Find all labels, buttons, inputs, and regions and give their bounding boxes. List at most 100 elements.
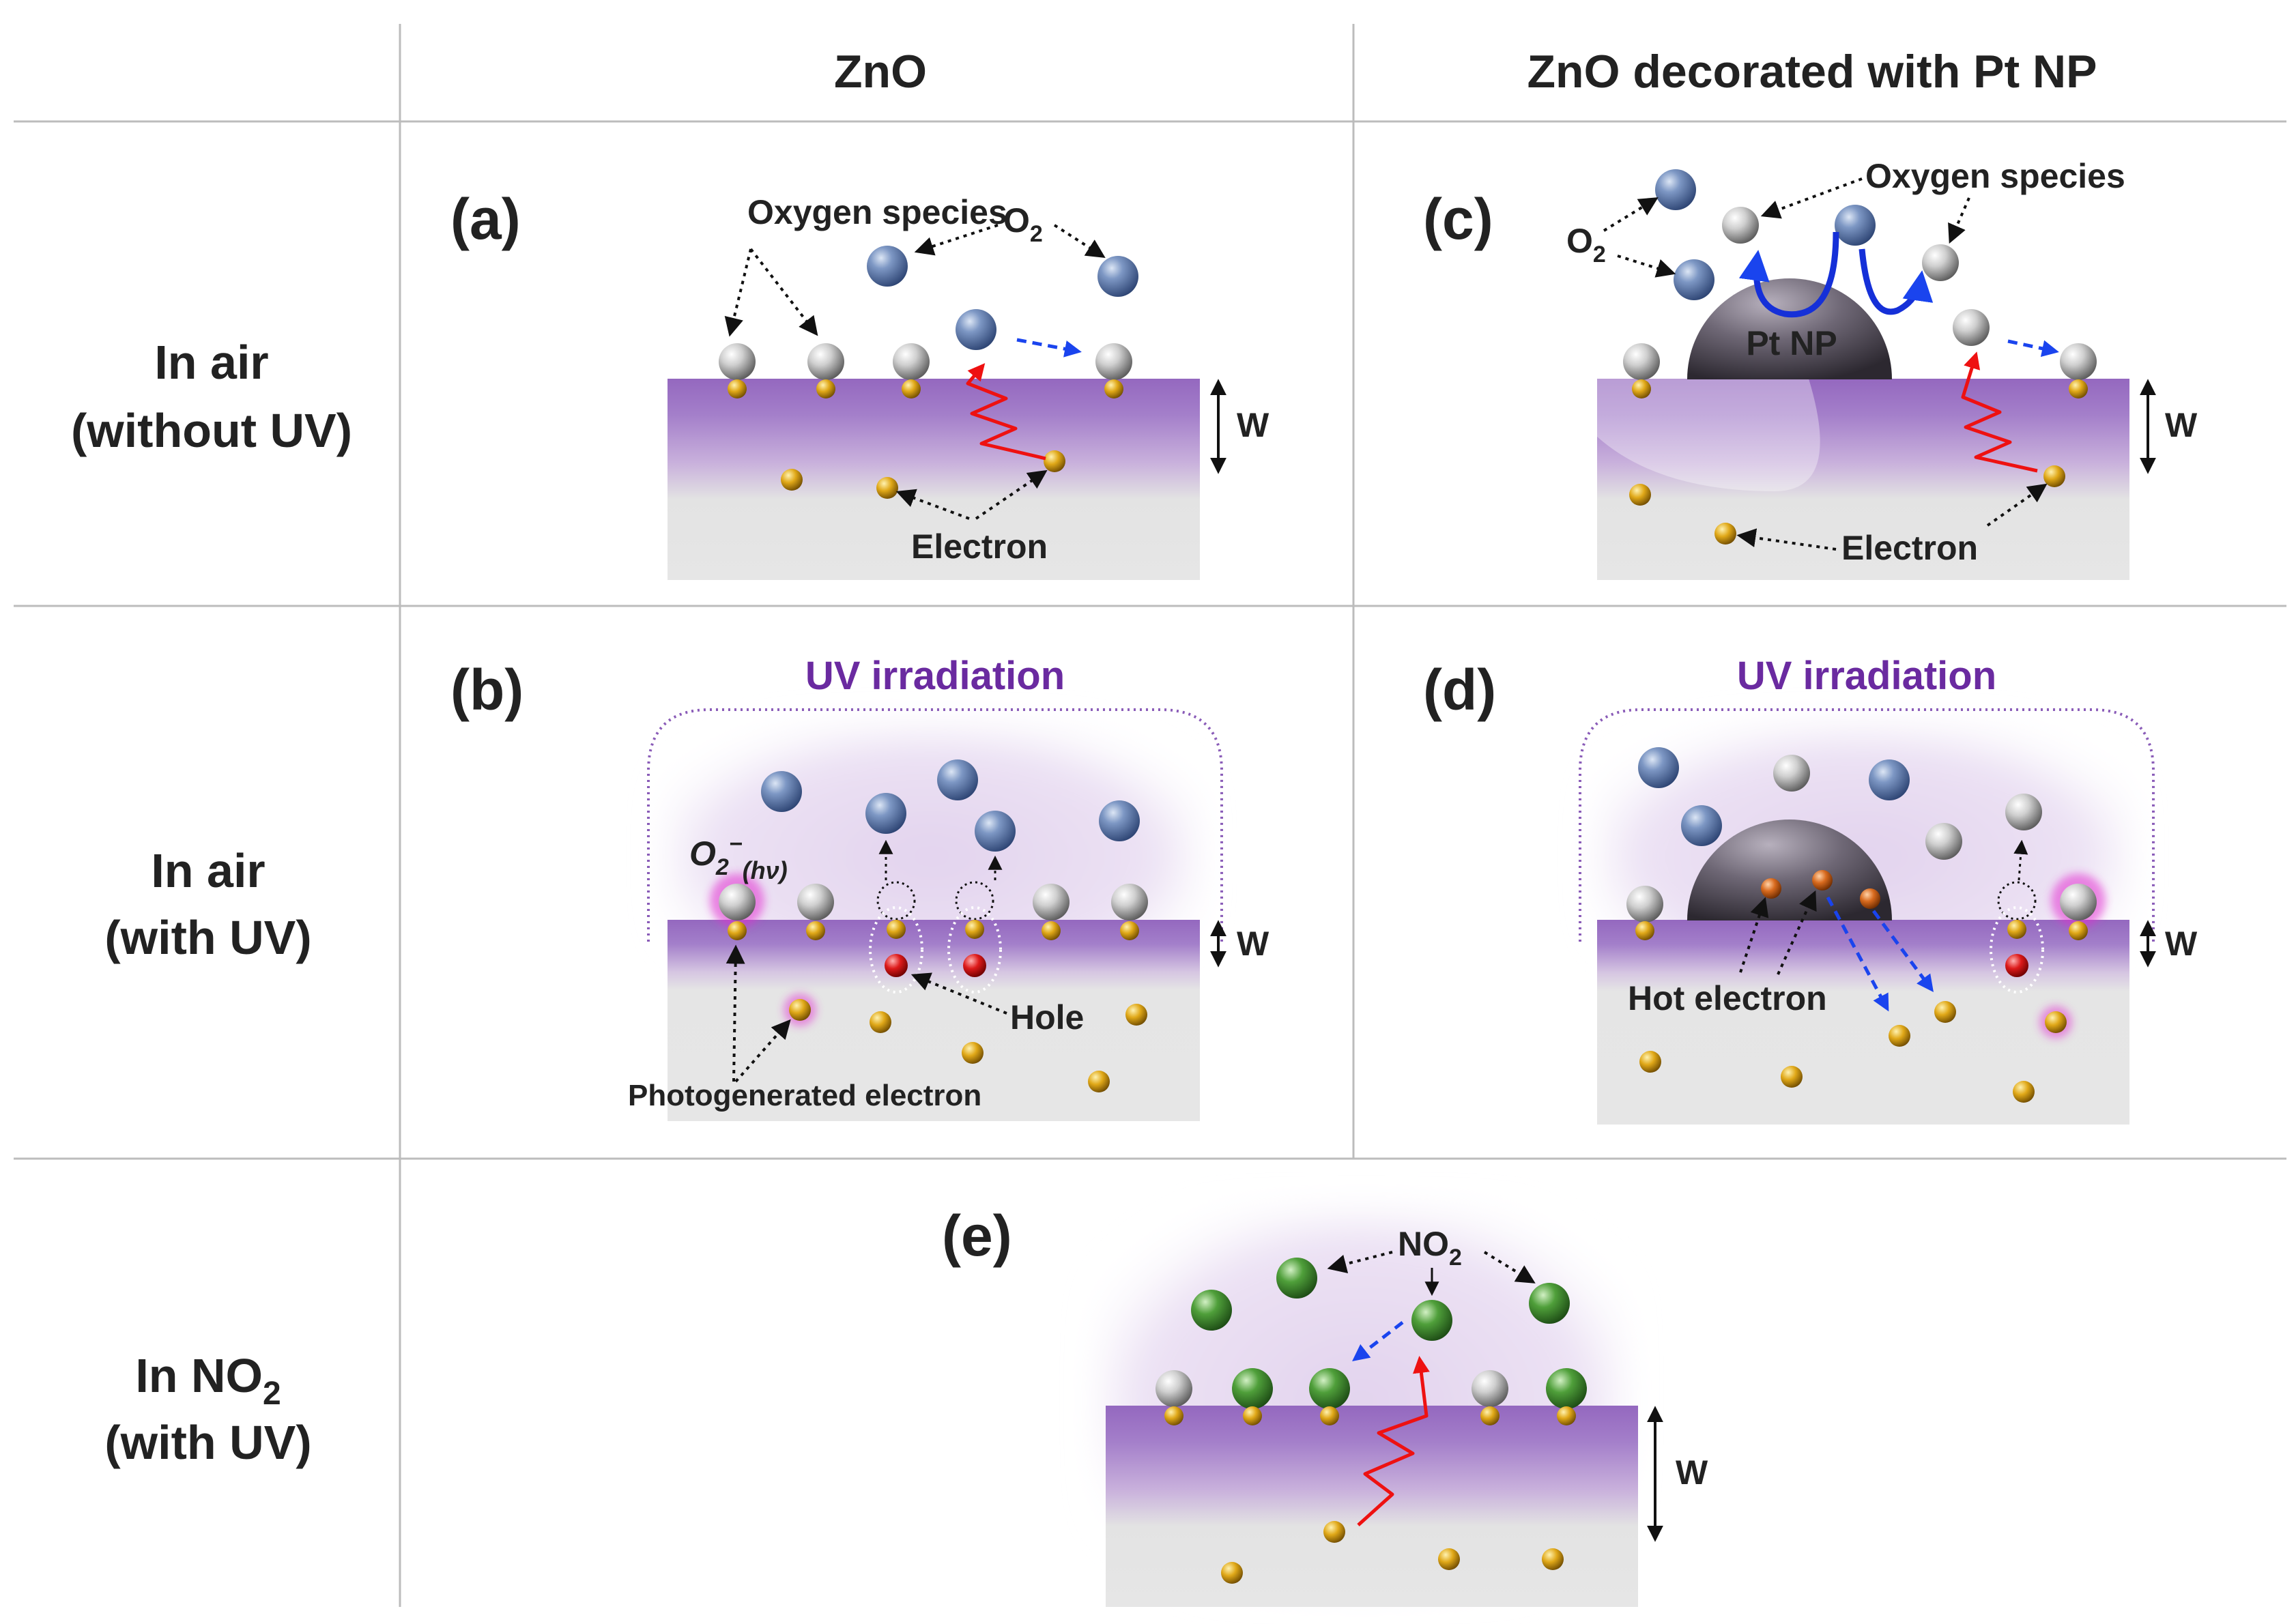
spillover-arrow bbox=[1738, 231, 1839, 318]
o2-molecule bbox=[1097, 256, 1138, 297]
panel-d: (d) UV irradiation W bbox=[1423, 654, 2198, 1125]
o2-molecule bbox=[975, 811, 1016, 852]
hot-electron-injection-arrow bbox=[1826, 896, 1889, 1012]
pt-nanoparticle bbox=[1687, 820, 1892, 920]
hole-label: Hole bbox=[1010, 998, 1084, 1036]
electron-hole-pair bbox=[947, 906, 1002, 994]
svg-text:W: W bbox=[1676, 1453, 1708, 1492]
electron bbox=[1221, 1562, 1243, 1584]
electron bbox=[816, 379, 835, 398]
electron bbox=[1781, 1066, 1803, 1088]
zno-layer bbox=[1106, 1406, 1638, 1607]
electron bbox=[965, 920, 984, 939]
oxygen-species bbox=[2005, 794, 2042, 830]
o2-minus-label: O2−(hν) bbox=[689, 831, 788, 884]
electron bbox=[902, 379, 921, 398]
adsorbed-oxygen bbox=[1095, 343, 1132, 380]
hot-electron-label: Hot electron bbox=[1628, 979, 1827, 1017]
electron bbox=[876, 477, 898, 499]
electron-transfer-arrow bbox=[1352, 1321, 1404, 1362]
row-header-air-line2: (without UV) bbox=[71, 404, 352, 457]
electron bbox=[1438, 1548, 1460, 1570]
pt-depletion-extension bbox=[1597, 379, 1820, 491]
adsorbed-no2 bbox=[1546, 1368, 1587, 1409]
adsorbed-oxygen bbox=[893, 343, 930, 380]
desorbed-site bbox=[955, 881, 994, 920]
adsorbed-oxygen bbox=[1623, 343, 1660, 380]
adsorbed-oxygen bbox=[719, 343, 756, 380]
row-header-no2-line1: In NO2 bbox=[135, 1349, 281, 1412]
zno-layer bbox=[668, 379, 1200, 580]
depletion-width-arrow: W bbox=[1210, 920, 1269, 968]
electron bbox=[1934, 1001, 1956, 1023]
oxygen-species-label: Oxygen species bbox=[1865, 157, 2125, 195]
electron bbox=[806, 921, 825, 940]
photon-arrow bbox=[1357, 1356, 1430, 1526]
adsorbed-oxygen bbox=[1953, 309, 1990, 346]
electron bbox=[1480, 1406, 1499, 1425]
electron bbox=[887, 920, 906, 939]
o2-minus-hv bbox=[719, 884, 756, 920]
electron-hole-pair bbox=[1990, 906, 2044, 994]
panel-c: (c) W Pt NP Oxygen species O2 Electron bbox=[1423, 157, 2198, 580]
depletion-width-arrow: W bbox=[1210, 379, 1269, 474]
photogenerated-electron bbox=[789, 999, 811, 1021]
svg-text:W: W bbox=[2165, 925, 2198, 963]
adsorbed-no2 bbox=[1309, 1368, 1350, 1409]
electron-transfer-arrow bbox=[2007, 339, 2059, 358]
electron bbox=[728, 921, 747, 940]
electron bbox=[1629, 484, 1651, 506]
adsorbed-oxygen bbox=[797, 884, 834, 920]
electron-label: Electron bbox=[911, 527, 1048, 566]
uv-irradiation-label: UV irradiation bbox=[805, 654, 1065, 698]
hole bbox=[885, 954, 908, 977]
o2-molecule bbox=[956, 309, 996, 350]
no2-molecule bbox=[1191, 1290, 1232, 1331]
o2-molecule bbox=[1655, 169, 1696, 210]
row-header-air-line1: In air bbox=[154, 336, 268, 389]
electron bbox=[1042, 921, 1061, 940]
hot-electron bbox=[1761, 878, 1781, 899]
o2-molecule bbox=[865, 793, 906, 834]
electron bbox=[1044, 450, 1065, 472]
table-grid bbox=[14, 24, 2286, 1607]
depletion-width-arrow: W bbox=[2140, 379, 2198, 474]
o2-molecule bbox=[1681, 805, 1722, 846]
electron bbox=[870, 1011, 891, 1033]
electron bbox=[2007, 920, 2026, 939]
electron bbox=[962, 1042, 984, 1064]
no2-label: NO2 bbox=[1398, 1225, 1462, 1271]
spillover-oxygen bbox=[1722, 207, 1759, 244]
no2-molecule bbox=[1529, 1283, 1570, 1324]
pt-nanoparticle bbox=[1687, 278, 1892, 379]
electron bbox=[1889, 1025, 1910, 1047]
photogenerated-electron bbox=[2045, 1011, 2067, 1033]
o2-molecule bbox=[1674, 259, 1714, 300]
electron bbox=[1632, 379, 1651, 398]
panel-a: (a) W Oxygen species O2 Electron bbox=[450, 187, 1269, 580]
adsorbed-oxygen bbox=[807, 343, 844, 380]
adsorbed-oxygen bbox=[1111, 884, 1148, 920]
photogenerated-electron-label: Photogenerated electron bbox=[628, 1079, 981, 1112]
electron bbox=[1120, 921, 1139, 940]
electron bbox=[2043, 465, 2065, 487]
electron bbox=[1323, 1521, 1345, 1543]
zno-layer bbox=[1597, 379, 2129, 580]
svg-text:W: W bbox=[1237, 925, 1269, 963]
panel-e: (e) W NO2 bbox=[942, 1204, 1708, 1607]
electron-hole-pair bbox=[869, 906, 923, 994]
panel-b: (b) UV irradiation W bbox=[450, 654, 1269, 1121]
electron bbox=[728, 379, 747, 398]
spillover-oxygen bbox=[1922, 244, 1959, 281]
panel-label: (e) bbox=[942, 1204, 1012, 1268]
uv-irradiation-label: UV irradiation bbox=[1737, 654, 1996, 698]
pt-np-label: Pt NP bbox=[1746, 324, 1837, 362]
row-header-air-uv-line1: In air bbox=[151, 844, 265, 897]
electron bbox=[2069, 921, 2088, 940]
column-header-zno-pt: ZnO decorated with Pt NP bbox=[1527, 46, 2097, 98]
o2-molecule bbox=[1835, 205, 1876, 246]
svg-text:W: W bbox=[2165, 406, 2198, 444]
electron bbox=[1104, 379, 1123, 398]
electron bbox=[781, 469, 803, 491]
